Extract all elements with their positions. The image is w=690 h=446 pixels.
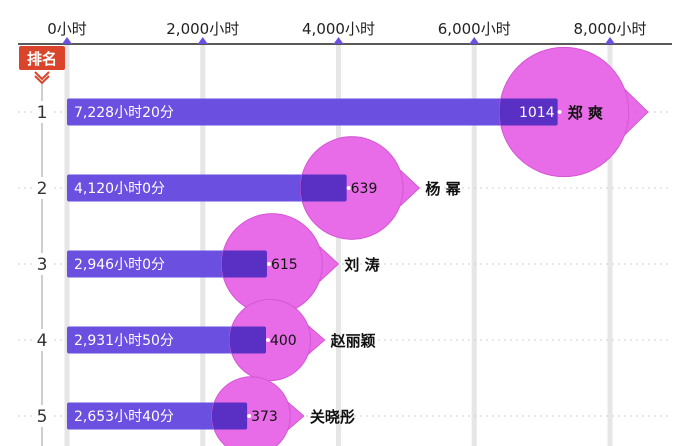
rank-guide-layer [34, 84, 50, 446]
rank-number: 1 [37, 103, 48, 123]
x-tick-label: 0小时 [47, 20, 87, 38]
x-tick-label: 2,000小时 [166, 20, 239, 38]
count-bubble [228, 298, 326, 382]
tick-marker [62, 37, 72, 44]
duration-bar [67, 98, 558, 126]
x-tick-label: 8,000小时 [574, 20, 647, 38]
bubble-circle [228, 298, 312, 382]
rank-number: 3 [37, 255, 48, 275]
count-label: 615 [271, 257, 298, 273]
duration-bar [67, 250, 267, 278]
x-tick-label: 4,000小时 [302, 20, 375, 38]
bar-value-label: 7,228小时20分 [74, 105, 174, 121]
tick-marker [333, 37, 344, 44]
duration-bar [67, 174, 347, 202]
bar-value-label: 2,946小时0分 [74, 257, 165, 273]
rank-number: 4 [37, 331, 48, 351]
person-name-label: 郑 爽 [568, 104, 603, 122]
count-bubble [498, 46, 649, 178]
chevron-down-icon [34, 75, 50, 85]
count-label: 1014 [519, 105, 555, 121]
label-layer: 1 7,228小时20分 1014 郑 爽 2 4,120小时0分 639 杨 幂 3 2,946… [37, 103, 603, 427]
person-name-label: 杨 幂 [425, 180, 461, 198]
chevron-down-icon [34, 71, 50, 81]
rank-number: 2 [37, 179, 48, 199]
bar-end-dot [346, 186, 351, 190]
bubble-layer [211, 46, 649, 446]
rank-badge-label: 排名 [27, 50, 57, 68]
rank-badge-box [19, 46, 65, 70]
bar-end-dot [557, 110, 562, 114]
bar-end-dot [265, 338, 270, 342]
bar-end-dot [247, 414, 252, 418]
rank-number: 5 [37, 407, 48, 427]
count-label: 373 [251, 409, 278, 425]
person-name-label: 赵丽颖 [330, 332, 376, 350]
rank-number-bg [34, 329, 50, 351]
tick-marker [197, 37, 208, 44]
bar-end-dot [266, 262, 271, 266]
x-axis: 0小时 2,000小时 4,000小时 6,000小时 8,000小时 [18, 20, 672, 45]
rank-number-bg [34, 405, 50, 427]
tick-marker [469, 37, 480, 44]
bar-value-label: 2,931小时50分 [74, 333, 174, 349]
x-tick-label: 6,000小时 [438, 20, 511, 38]
person-name-label: 刘 涛 [344, 256, 379, 274]
count-label: 639 [351, 181, 378, 197]
tick-marker [605, 37, 615, 44]
bar-layer [67, 98, 558, 430]
rank-badge: 排名 [19, 46, 65, 85]
duration-bar [67, 402, 248, 430]
count-bubble [221, 213, 340, 315]
bar-value-label: 2,653小时40分 [74, 409, 174, 425]
rank-number-bg [34, 253, 50, 275]
rank-number-bg [34, 177, 50, 199]
rank-number-bg [34, 101, 50, 123]
person-name-label: 关晓彤 [310, 408, 355, 426]
duration-bar [67, 326, 266, 354]
bar-value-label: 4,120小时0分 [74, 181, 165, 197]
count-bubble [211, 376, 305, 446]
count-label: 400 [270, 333, 297, 349]
count-bubble [299, 136, 421, 240]
